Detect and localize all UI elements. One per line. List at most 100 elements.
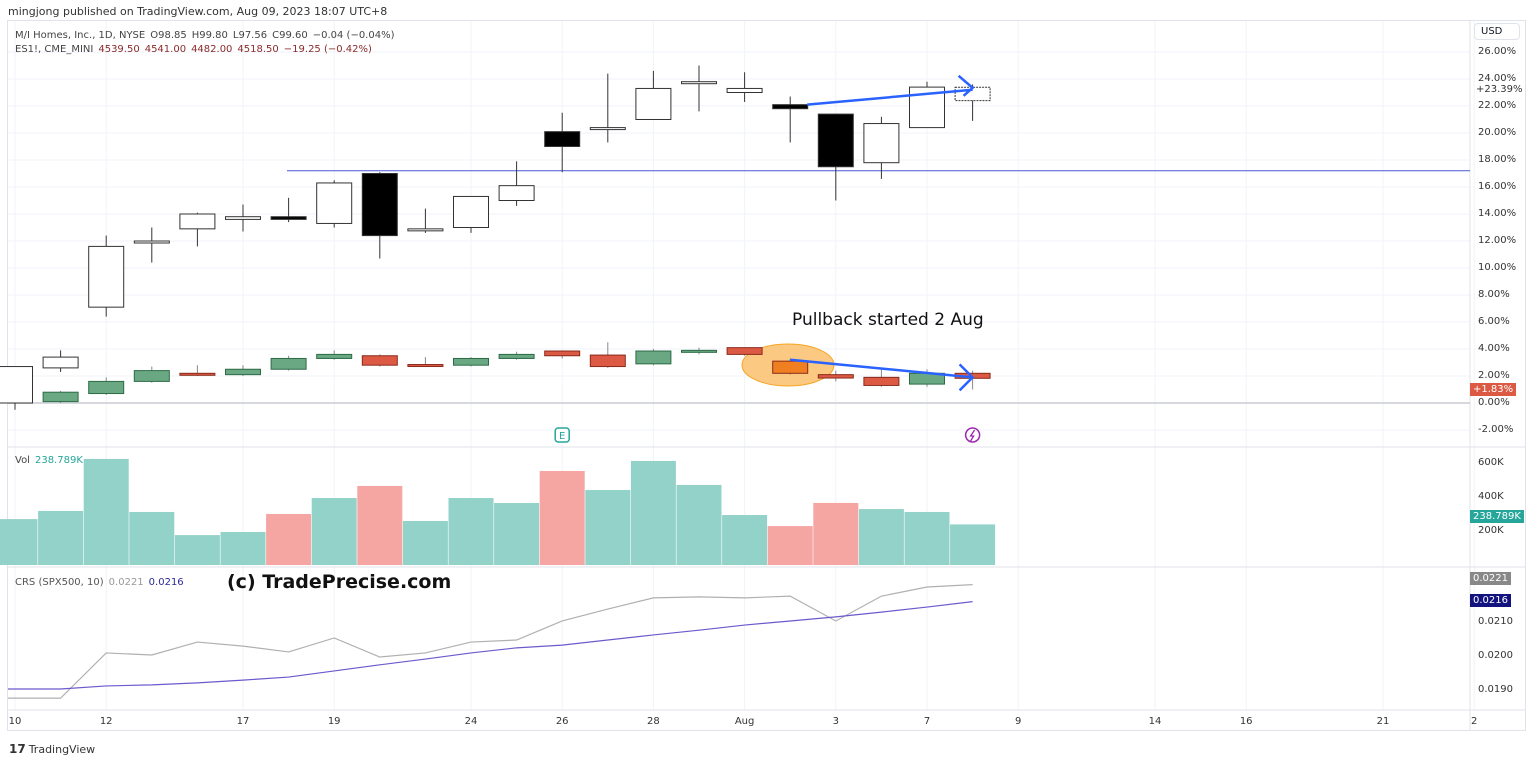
earnings-icon bbox=[554, 427, 570, 443]
volume-bar bbox=[767, 526, 813, 565]
volume-bar bbox=[129, 511, 175, 565]
price-tick: 16.00% bbox=[1478, 181, 1517, 192]
volume-tick: 200K bbox=[1478, 525, 1504, 536]
es-candle-body bbox=[453, 357, 489, 366]
last-price-compare-tag: +1.83% bbox=[1470, 383, 1517, 396]
candle-body bbox=[772, 104, 809, 110]
time-tick: Aug bbox=[734, 716, 755, 727]
tv-logo-icon: 17 bbox=[9, 742, 26, 756]
time-tick: 16 bbox=[1239, 716, 1253, 727]
candle-body bbox=[42, 356, 79, 369]
trend-line-main bbox=[807, 88, 973, 106]
price-tick: 8.00% bbox=[1478, 289, 1510, 300]
volume-bar bbox=[858, 509, 904, 565]
crs-value1: 0.0221 bbox=[108, 577, 144, 588]
es-candle-body bbox=[133, 370, 170, 382]
time-tick: 3 bbox=[832, 716, 839, 727]
crs-legend[interactable]: CRS (SPX500, 10) 0.0221 0.0216 bbox=[15, 577, 189, 588]
es-candle-body bbox=[361, 355, 398, 366]
volume-bar bbox=[402, 520, 448, 565]
price-tick: 26.00% bbox=[1478, 46, 1517, 57]
trend-line-es bbox=[790, 358, 973, 379]
candle-body bbox=[270, 216, 307, 220]
volume-bar bbox=[494, 502, 540, 565]
tv-logo-text: TradingView bbox=[28, 743, 96, 756]
earnings-icon-label: E bbox=[559, 431, 565, 442]
candle-body bbox=[361, 173, 398, 237]
publisher-line: mingjong published on TradingView.com, A… bbox=[8, 5, 388, 18]
crs-line bbox=[8, 584, 973, 699]
last-price-main: +23.39% bbox=[1476, 84, 1523, 97]
main-open: O98.85 bbox=[150, 30, 187, 41]
volume-bar bbox=[448, 498, 494, 565]
main-symbol: M/I Homes, Inc., 1D, NYSE bbox=[15, 30, 146, 41]
crs-tick: 0.0190 bbox=[1478, 684, 1513, 695]
candle-body bbox=[88, 245, 125, 308]
price-tick: 18.00% bbox=[1478, 154, 1517, 165]
compare-low: 4482.00 bbox=[191, 44, 233, 55]
time-tick: 9 bbox=[1015, 716, 1022, 727]
volume-bar bbox=[539, 470, 585, 565]
volume-bar bbox=[38, 510, 84, 565]
time-tick: 14 bbox=[1148, 716, 1162, 727]
tradingview-logo[interactable]: 17 TradingView bbox=[9, 742, 95, 756]
compare-symbol: ES1!, CME_MINI bbox=[15, 44, 94, 55]
crs-label: CRS (SPX500, 10) bbox=[15, 577, 104, 588]
candle-body bbox=[0, 366, 33, 404]
es-candle-body bbox=[88, 380, 125, 395]
arrowhead-icon bbox=[957, 74, 975, 97]
price-tick: -2.00% bbox=[1478, 424, 1514, 435]
es-candle-body bbox=[225, 368, 261, 376]
es-candle-body bbox=[270, 357, 307, 370]
es-candle-body bbox=[817, 374, 854, 379]
crs-value2: 0.0216 bbox=[148, 577, 184, 588]
time-tick: 10 bbox=[8, 716, 22, 727]
volume-bar bbox=[83, 458, 129, 565]
main-symbol-legend[interactable]: M/I Homes, Inc., 1D, NYSE O98.85 H99.80 L97… bbox=[15, 30, 400, 41]
compare-close: 4518.50 bbox=[237, 44, 279, 55]
candle-body bbox=[681, 81, 717, 85]
annotation-note[interactable]: Pullback started 2 Aug bbox=[792, 310, 984, 330]
compare-symbol-legend[interactable]: ES1!, CME_MINI 4539.50 4541.00 4482.00 4518.… bbox=[15, 44, 377, 55]
es-candle-body bbox=[544, 350, 581, 357]
candle-body bbox=[179, 213, 216, 230]
price-tick: 12.00% bbox=[1478, 235, 1517, 246]
candle-body bbox=[316, 182, 353, 224]
price-tick: 24.00% bbox=[1478, 73, 1517, 84]
volume-bar bbox=[813, 502, 859, 565]
es-candle-body bbox=[316, 353, 353, 359]
candle-body bbox=[589, 127, 626, 131]
crs-ma-last-tag: 0.0216 bbox=[1470, 593, 1511, 607]
price-tick: 6.00% bbox=[1478, 316, 1510, 327]
es-candle-body bbox=[772, 360, 809, 374]
volume-bar bbox=[585, 490, 631, 565]
volume-tick: 400K bbox=[1478, 491, 1504, 502]
price-tick: 4.00% bbox=[1478, 343, 1510, 354]
volume-tick: 600K bbox=[1478, 457, 1504, 468]
volume-bar bbox=[266, 514, 312, 565]
watermark-text: (c) TradePrecise.com bbox=[227, 571, 452, 593]
time-tick: 26 bbox=[555, 716, 569, 727]
es-candle-body bbox=[179, 372, 216, 376]
candle-body bbox=[133, 240, 170, 244]
candle-body bbox=[635, 87, 672, 120]
volume-bar bbox=[311, 498, 357, 565]
volume-bar bbox=[220, 532, 266, 565]
compare-open: 4539.50 bbox=[98, 44, 140, 55]
volume-bar bbox=[174, 535, 220, 565]
arrowhead-icon bbox=[958, 363, 975, 392]
currency-button[interactable]: USD bbox=[1474, 23, 1520, 40]
volume-legend[interactable]: Vol 238.789K bbox=[15, 455, 88, 466]
volume-bar bbox=[722, 515, 768, 565]
price-tick: 20.00% bbox=[1478, 127, 1517, 138]
es-candle-body bbox=[498, 353, 535, 359]
candle-body bbox=[453, 195, 489, 228]
es-candle-body bbox=[407, 364, 444, 368]
compare-change: −19.25 (−0.42%) bbox=[283, 44, 372, 55]
es-candle-body bbox=[635, 350, 672, 365]
main-low: L97.56 bbox=[232, 30, 268, 41]
lightning-glyph bbox=[969, 429, 976, 442]
candle-body bbox=[817, 113, 854, 168]
volume-bar bbox=[357, 485, 403, 565]
